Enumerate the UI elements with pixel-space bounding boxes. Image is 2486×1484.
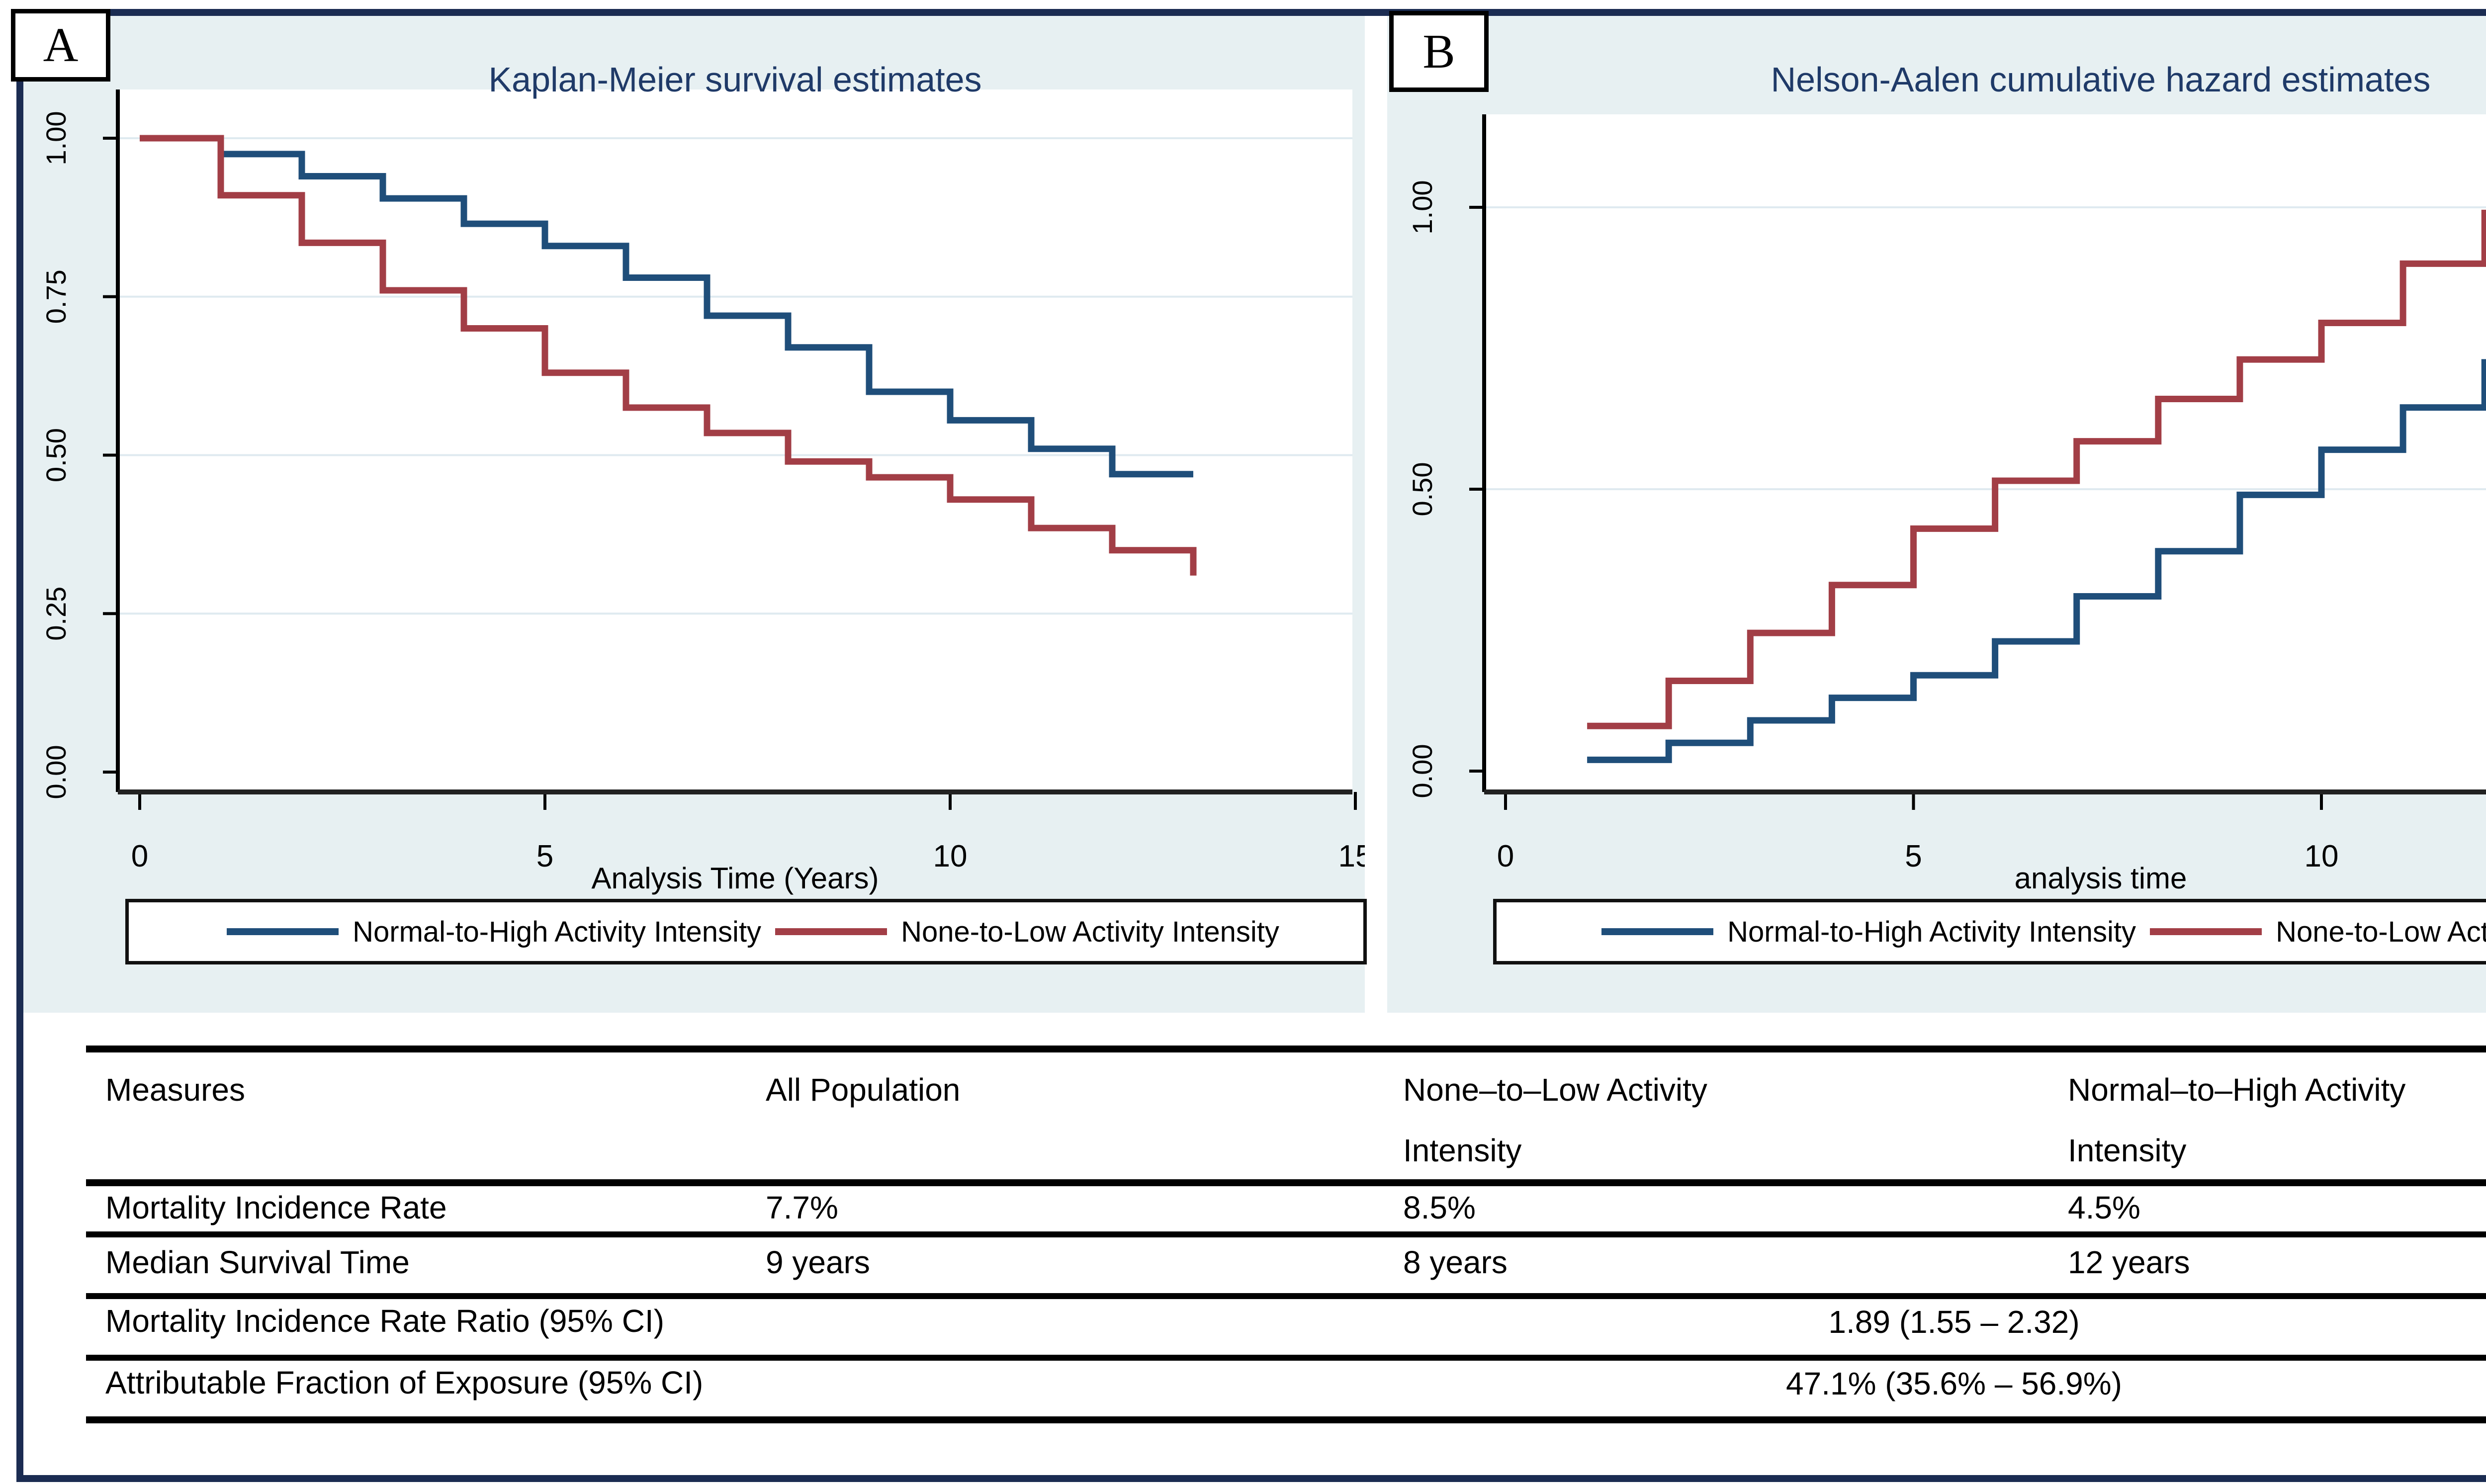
table-rule-bottom [86,1416,2486,1423]
km-legend-red-line-icon [775,928,888,935]
table-header-measures: Measures [105,1072,245,1108]
na-legend-label-normal-to-high: Normal-to-High Activity Intensity [1727,915,2136,948]
table-row-value: 7.7% [766,1190,838,1225]
table-row-label: Mortality Incidence Rate [105,1190,447,1225]
figure-border [16,9,2486,1482]
na-title: Nelson-Aalen cumulative hazard estimates [1771,60,2431,99]
svg-text:0.00: 0.00 [40,745,72,799]
panel-a-label: A [11,9,110,82]
table-header-normal-to-high: Normal–to–High Activity Intensity [2068,1072,2406,1168]
svg-text:0: 0 [1497,839,1514,873]
svg-text:0: 0 [131,839,148,873]
svg-text:0.00: 0.00 [1407,744,1438,798]
table-header-all-population: All Population [766,1072,961,1108]
km-legend-label-none-to-low: None-to-Low Activity Intensity [901,915,1279,948]
svg-text:5: 5 [536,839,553,873]
na-legend: Normal-to-High Activity Intensity None-t… [1493,899,2486,964]
table-row-value: 8 years [1403,1244,1508,1280]
na-legend-red-line-icon [2150,928,2262,935]
svg-text:0.75: 0.75 [40,269,72,324]
svg-text:10: 10 [933,839,968,873]
svg-text:10: 10 [2305,839,2339,873]
km-xaxis-title: Analysis Time (Years) [591,862,879,895]
km-plot-svg: 0.00 0.25 0.50 0.75 1.00 0 5 10 15 [40,89,1365,873]
table-rule-2 [86,1293,2486,1299]
table-row-value: 8.5% [1403,1190,1476,1225]
svg-text:0.25: 0.25 [40,587,72,641]
table-header-none-to-low: None–to–Low Activity Intensity [1403,1072,1707,1168]
svg-text:5: 5 [1905,839,1922,873]
km-title: Kaplan-Meier survival estimates [488,60,982,99]
table-row-value: 4.5% [2068,1190,2140,1225]
km-legend-blue-line-icon [227,928,339,935]
na-legend-blue-line-icon [1601,928,1714,935]
table-span-value: 47.1% (35.6% – 56.9%) [1786,1366,2122,1401]
table-rule-1 [86,1231,2486,1237]
table-row-value: 12 years [2068,1244,2190,1280]
na-xaxis-title: analysis time [2014,862,2187,895]
svg-text:15: 15 [1338,839,1365,873]
table-row-label: Mortality Incidence Rate Ratio (95% CI) [105,1303,664,1339]
table-row-label: Median Survival Time [105,1244,410,1280]
km-legend: Normal-to-High Activity Intensity None-t… [125,899,1367,964]
svg-text:0.50: 0.50 [1407,462,1438,517]
na-legend-label-none-to-low: None-to-Low Activity Intensity [2276,915,2486,948]
panel-a: 0.00 0.25 0.50 0.75 1.00 0 5 10 15 Kaplan-Meier … [23,16,1367,1013]
table-span-value: 1.89 (1.55 – 2.32) [1828,1304,2080,1340]
svg-text:1.00: 1.00 [1407,180,1438,235]
table-rule-under-header [86,1179,2486,1186]
km-legend-label-normal-to-high: Normal-to-High Activity Intensity [353,915,762,948]
panel-b-label: B [1389,11,1489,92]
svg-text:0.50: 0.50 [40,428,72,482]
table-row-label: Attributable Fraction of Exposure (95% C… [105,1365,704,1400]
table-rule-3 [86,1355,2486,1361]
svg-text:1.00: 1.00 [40,111,72,166]
table-rule-top [86,1046,2486,1052]
table-row-value: 9 years [766,1244,870,1280]
